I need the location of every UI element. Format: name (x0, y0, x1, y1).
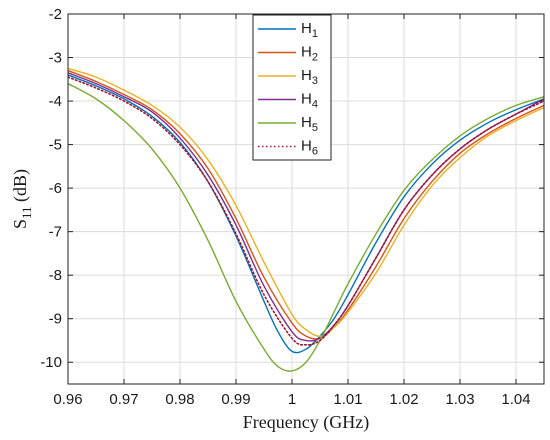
x-axis-title: Frequency (GHz) (243, 412, 369, 433)
legend-label-h4: H4 (301, 91, 318, 111)
x-tick-label: 0.99 (221, 391, 250, 408)
y-axis-title-subscript: 11 (19, 206, 34, 219)
legend-label-h1: H1 (301, 20, 318, 40)
series-lines (68, 67, 544, 372)
y-tick-label: -4 (49, 93, 62, 110)
axis-ticks: 0.96 0.97 0.98 0.99 1 1.01 1.02 1.03 1.04 -10 -9 -8… (40, 6, 544, 408)
plot-frame (67, 13, 545, 385)
series-line-h3 (68, 67, 544, 337)
y-axis-title-suffix: (dB) (10, 169, 31, 207)
legend-label-h3: H3 (301, 67, 318, 87)
series-line-h5 (68, 82, 544, 372)
y-tick-label: -3 (49, 50, 62, 67)
y-tick-label: -7 (49, 224, 62, 241)
legend-label-h2: H2 (301, 44, 318, 64)
y-tick-label: -9 (49, 311, 62, 328)
series-line-h1 (68, 74, 544, 354)
series-line-h4 (68, 72, 544, 342)
x-tick-label: 1.03 (445, 391, 474, 408)
y-tick-label: -8 (49, 267, 62, 284)
x-tick-label: 0.97 (109, 391, 138, 408)
y-axis-title: S11 (dB) (10, 169, 34, 229)
legend-box (252, 14, 332, 161)
y-tick-label: -2 (49, 6, 62, 23)
y-tick-label: -10 (40, 354, 62, 371)
x-tick-label: 1.02 (389, 391, 418, 408)
x-tick-label: 0.98 (165, 391, 194, 408)
y-axis-title-main: S (10, 219, 30, 229)
legend: H1 H2 H3 H4 H5 H6 (252, 14, 332, 161)
x-tick-label: 1.04 (501, 391, 530, 408)
legend-label-h6: H6 (301, 138, 318, 158)
x-tick-label: 0.96 (53, 391, 82, 408)
y-tick-label: -6 (49, 180, 62, 197)
series-line-h6 (68, 76, 544, 346)
series-line-h2 (68, 69, 544, 340)
legend-label-h5: H5 (301, 114, 318, 134)
x-tick-label: 1.01 (333, 391, 362, 408)
y-tick-label: -5 (49, 137, 62, 154)
x-tick-label: 1 (288, 391, 296, 408)
